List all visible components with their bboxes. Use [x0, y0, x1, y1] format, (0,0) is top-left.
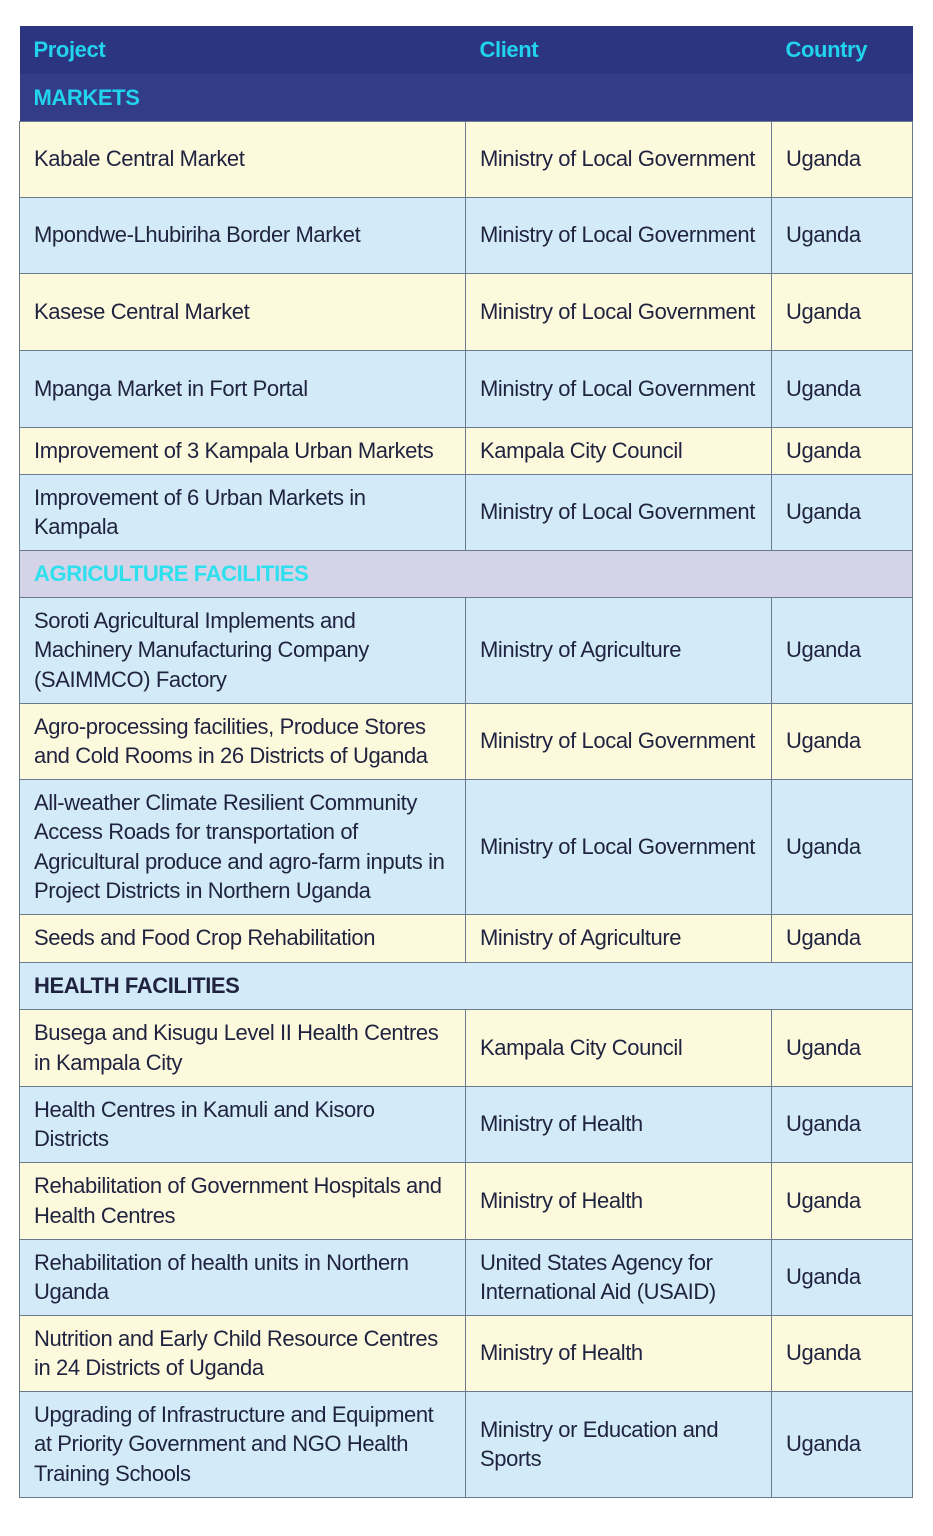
section-header-row: AGRICULTURE FACILITIES: [19, 549, 913, 598]
client-cell: Ministry of Local Government: [465, 702, 772, 780]
section-title: MARKETS: [19, 74, 913, 122]
table-row: Improvement of 6 Urban Markets in Kampal…: [19, 473, 913, 551]
table-row: Soroti Agricultural Implements and Machi…: [19, 596, 913, 704]
country-cell: Uganda: [771, 1161, 913, 1240]
project-cell: Mpanga Market in Fort Portal: [19, 349, 466, 428]
client-cell: Kampala City Council: [465, 426, 772, 475]
country-cell: Uganda: [771, 426, 913, 475]
client-cell: Ministry of Agriculture: [465, 596, 772, 704]
client-cell: Ministry of Health: [465, 1314, 772, 1392]
country-cell: Uganda: [771, 120, 913, 198]
table-row: Kabale Central Market Ministry of Local G…: [19, 120, 913, 198]
country-cell: Uganda: [771, 196, 913, 274]
header-project: Project: [19, 26, 466, 74]
section-title: HEALTH FACILITIES: [19, 961, 913, 1010]
client-cell: Ministry of Local Government: [465, 778, 772, 915]
client-cell: Ministry of Health: [465, 1085, 772, 1163]
section-title: AGRICULTURE FACILITIES: [19, 549, 913, 598]
country-cell: Uganda: [771, 1085, 913, 1163]
section-header-row: MARKETS: [19, 74, 913, 122]
country-cell: Uganda: [771, 596, 913, 704]
client-cell: Kampala City Council: [465, 1008, 772, 1087]
project-cell: Nutrition and Early Child Resource Centr…: [19, 1314, 466, 1392]
client-cell: Ministry of Local Government: [465, 272, 772, 351]
table-row: Mpanga Market in Fort Portal Ministry of …: [19, 349, 913, 428]
client-cell: Ministry of Local Government: [465, 473, 772, 551]
project-cell: All-weather Climate Resilient Community …: [19, 778, 466, 915]
country-cell: Uganda: [771, 473, 913, 551]
country-cell: Uganda: [771, 272, 913, 351]
project-cell: Busega and Kisugu Level II Health Centre…: [19, 1008, 466, 1087]
country-cell: Uganda: [771, 1390, 913, 1498]
country-cell: Uganda: [771, 913, 913, 963]
project-cell: Kabale Central Market: [19, 120, 466, 198]
project-cell: Soroti Agricultural Implements and Machi…: [19, 596, 466, 704]
country-cell: Uganda: [771, 1314, 913, 1392]
project-cell: Rehabilitation of Government Hospitals a…: [19, 1161, 466, 1240]
table-row: Agro-processing facilities, Produce Stor…: [19, 702, 913, 780]
table-row: All-weather Climate Resilient Community …: [19, 778, 913, 915]
country-cell: Uganda: [771, 1008, 913, 1087]
client-cell: Ministry or Education and Sports: [465, 1390, 772, 1498]
country-cell: Uganda: [771, 702, 913, 780]
client-cell: Ministry of Agriculture: [465, 913, 772, 963]
project-cell: Upgrading of Infrastructure and Equipmen…: [19, 1390, 466, 1498]
table-header-row: Project Client Country: [19, 26, 913, 74]
project-cell: Rehabilitation of health units in Northe…: [19, 1238, 466, 1316]
table-row: Nutrition and Early Child Resource Centr…: [19, 1314, 913, 1392]
client-cell: Ministry of Local Government: [465, 196, 772, 274]
table-row: Seeds and Food Crop Rehabilitation Minist…: [19, 913, 913, 963]
client-cell: Ministry of Local Government: [465, 349, 772, 428]
project-cell: Health Centres in Kamuli and Kisoro Dist…: [19, 1085, 466, 1163]
table-row: Improvement of 3 Kampala Urban Markets Ka…: [19, 426, 913, 475]
project-cell: Mpondwe-Lhubiriha Border Market: [19, 196, 466, 274]
table-row: Mpondwe-Lhubiriha Border Market Ministry …: [19, 196, 913, 274]
table-row: Rehabilitation of Government Hospitals a…: [19, 1161, 913, 1240]
section-header-row: HEALTH FACILITIES: [19, 961, 913, 1010]
header-country: Country: [771, 26, 913, 74]
client-cell: United States Agency for International A…: [465, 1238, 772, 1316]
header-client: Client: [465, 26, 772, 74]
table-row: Health Centres in Kamuli and Kisoro Dist…: [19, 1085, 913, 1163]
project-cell: Improvement of 3 Kampala Urban Markets: [19, 426, 466, 475]
client-cell: Ministry of Health: [465, 1161, 772, 1240]
country-cell: Uganda: [771, 349, 913, 428]
projects-table: Project Client Country MARKETS Kabale Cen…: [19, 26, 913, 1498]
client-cell: Ministry of Local Government: [465, 120, 772, 198]
project-cell: Seeds and Food Crop Rehabilitation: [19, 913, 466, 963]
project-cell: Agro-processing facilities, Produce Stor…: [19, 702, 466, 780]
project-cell: Kasese Central Market: [19, 272, 466, 351]
table-row: Busega and Kisugu Level II Health Centre…: [19, 1008, 913, 1087]
project-cell: Improvement of 6 Urban Markets in Kampal…: [19, 473, 466, 551]
table-row: Kasese Central Market Ministry of Local G…: [19, 272, 913, 351]
table-row: Rehabilitation of health units in Northe…: [19, 1238, 913, 1316]
table-row: Upgrading of Infrastructure and Equipmen…: [19, 1390, 913, 1498]
country-cell: Uganda: [771, 778, 913, 915]
country-cell: Uganda: [771, 1238, 913, 1316]
